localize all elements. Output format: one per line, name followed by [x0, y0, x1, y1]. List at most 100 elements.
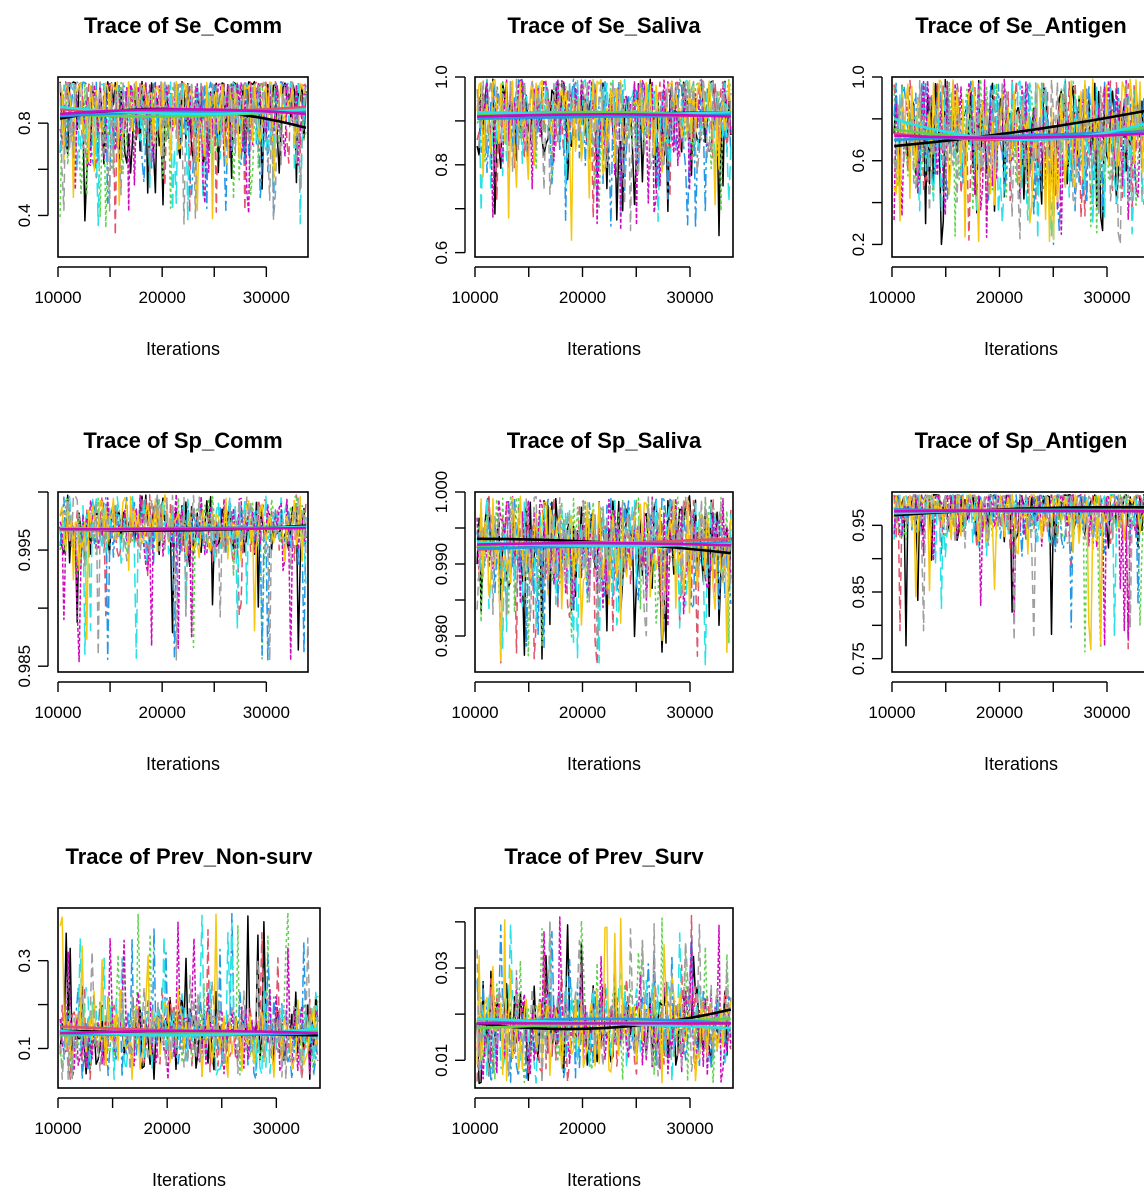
trace-panel: 10000 20000 30000 0.6 0.8 1.0 Trace of Se_Sali…	[432, 13, 734, 359]
x-tick-label: 20000	[559, 1119, 606, 1138]
x-axis-label: Iterations	[567, 1170, 641, 1190]
x-tick-label: 10000	[451, 288, 498, 307]
x-tick-label: 10000	[451, 1119, 498, 1138]
x-tick-label: 10000	[34, 703, 81, 722]
trace-chain-line	[893, 494, 1144, 651]
plot-title: Trace of Sp_Comm	[83, 428, 282, 453]
trace-trend-line	[59, 108, 307, 116]
trace-series-group	[893, 493, 1144, 653]
trace-chain-line	[476, 78, 732, 232]
y-axis: 0.4 0.8	[15, 111, 49, 228]
x-axis: 10000 20000 30000	[34, 1097, 300, 1138]
trace-chain-line	[893, 78, 1144, 240]
x-tick-label: 30000	[666, 288, 713, 307]
x-tick-label: 10000	[868, 288, 915, 307]
x-tick-label: 30000	[666, 1119, 713, 1138]
x-tick-label: 20000	[559, 703, 606, 722]
trace-series-group	[59, 80, 307, 237]
x-tick-label: 20000	[144, 1119, 191, 1138]
y-axis: 0.01 0.03	[432, 921, 466, 1077]
trace-trend-line	[894, 132, 1144, 140]
trace-series-group	[59, 493, 307, 663]
y-axis: 0.985 0.995	[15, 491, 49, 687]
y-tick-label: 0.6	[432, 241, 451, 265]
x-axis-label: Iterations	[146, 754, 220, 774]
x-tick-label: 30000	[253, 1119, 300, 1138]
y-tick-label: 0.03	[432, 951, 451, 984]
trace-chain-line	[893, 78, 1144, 246]
y-tick-label: 0.4	[15, 204, 34, 228]
x-axis-label: Iterations	[146, 339, 220, 359]
x-axis-label: Iterations	[567, 339, 641, 359]
y-tick-label: 0.95	[849, 509, 868, 542]
x-axis: 10000 20000 30000	[34, 681, 290, 722]
x-axis: 10000 20000 30000	[868, 266, 1131, 307]
x-tick-label: 30000	[243, 703, 290, 722]
x-tick-label: 30000	[243, 288, 290, 307]
x-tick-label: 20000	[976, 288, 1023, 307]
y-axis: 0.1 0.3	[15, 949, 49, 1061]
trace-panel: 10000 20000 30000 0.1 0.3 Trace of Prev_Non-s…	[15, 844, 321, 1190]
trace-series-group	[59, 911, 319, 1080]
x-axis-label: Iterations	[984, 339, 1058, 359]
trace-trend-line	[893, 117, 1144, 142]
x-tick-label: 10000	[868, 703, 915, 722]
x-axis: 10000 20000 30000	[451, 1097, 714, 1138]
y-tick-label: 0.01	[432, 1044, 451, 1077]
x-axis: 10000 20000 30000	[451, 681, 714, 722]
trace-chain-line	[476, 495, 732, 627]
trace-series-group	[893, 78, 1144, 246]
trace-trend-line	[477, 113, 731, 118]
y-tick-label: 1.0	[849, 65, 868, 89]
plot-frame	[891, 76, 1144, 258]
y-tick-label: 0.1	[15, 1037, 34, 1061]
x-tick-label: 30000	[666, 703, 713, 722]
trace-chain-line	[476, 917, 732, 1084]
trace-chain-line	[476, 917, 732, 1084]
x-tick-label: 30000	[1083, 703, 1130, 722]
plot-frame	[57, 907, 321, 1089]
y-tick-label: 0.6	[849, 149, 868, 173]
trace-series-group	[476, 78, 732, 241]
trace-panel: 10000 20000 30000 0.01 0.03 Trace of Prev_Sur…	[432, 844, 734, 1190]
plot-title: Trace of Prev_Non-surv	[66, 844, 314, 869]
trace-chain-line	[59, 80, 307, 225]
y-tick-label: 1.000	[432, 471, 451, 514]
trace-panel: 10000 20000 30000 0.75 0.85 0.95 Trace of Sp_A…	[849, 428, 1144, 774]
plot-title: Trace of Se_Antigen	[915, 13, 1127, 38]
trace-trend-line	[894, 509, 1144, 513]
y-tick-label: 0.990	[432, 543, 451, 586]
plot-title: Trace of Prev_Surv	[504, 844, 704, 869]
trace-panel: 10000 20000 30000 0.4 0.8 Trace of Se_Comm Ite…	[15, 13, 309, 359]
y-tick-label: 0.8	[432, 153, 451, 177]
trace-trend-line	[477, 1017, 731, 1025]
trace-trend-line	[60, 526, 306, 531]
y-axis: 0.75 0.85 0.95	[849, 509, 883, 675]
plot-frame	[57, 491, 309, 673]
y-axis: 0.6 0.8 1.0	[432, 65, 466, 265]
trace-trend-line	[894, 109, 1144, 148]
plot-frame	[891, 491, 1144, 673]
y-tick-label: 0.3	[15, 949, 34, 973]
x-axis-label: Iterations	[567, 754, 641, 774]
y-tick-label: 0.995	[15, 529, 34, 572]
x-tick-label: 20000	[139, 703, 186, 722]
plot-title: Trace of Se_Comm	[84, 13, 282, 38]
trace-series-group	[476, 495, 732, 666]
trace-trend-line	[894, 130, 1144, 142]
trace-series-group	[476, 914, 732, 1085]
trace-panel: 10000 20000 30000 0.980 0.990 1.000 Trace of S…	[432, 428, 734, 774]
x-tick-label: 30000	[1083, 288, 1130, 307]
y-tick-label: 0.85	[849, 575, 868, 608]
plot-title: Trace of Se_Saliva	[507, 13, 701, 38]
x-tick-label: 10000	[34, 288, 81, 307]
x-tick-label: 20000	[139, 288, 186, 307]
trace-panel: 10000 20000 30000 0.2 0.6 1.0 Trace of Se_Anti…	[849, 13, 1144, 359]
y-tick-label: 1.0	[432, 65, 451, 89]
plot-title: Trace of Sp_Saliva	[507, 428, 702, 453]
plot-frame	[57, 76, 309, 258]
plot-title: Trace of Sp_Antigen	[915, 428, 1128, 453]
y-tick-label: 0.980	[432, 615, 451, 658]
